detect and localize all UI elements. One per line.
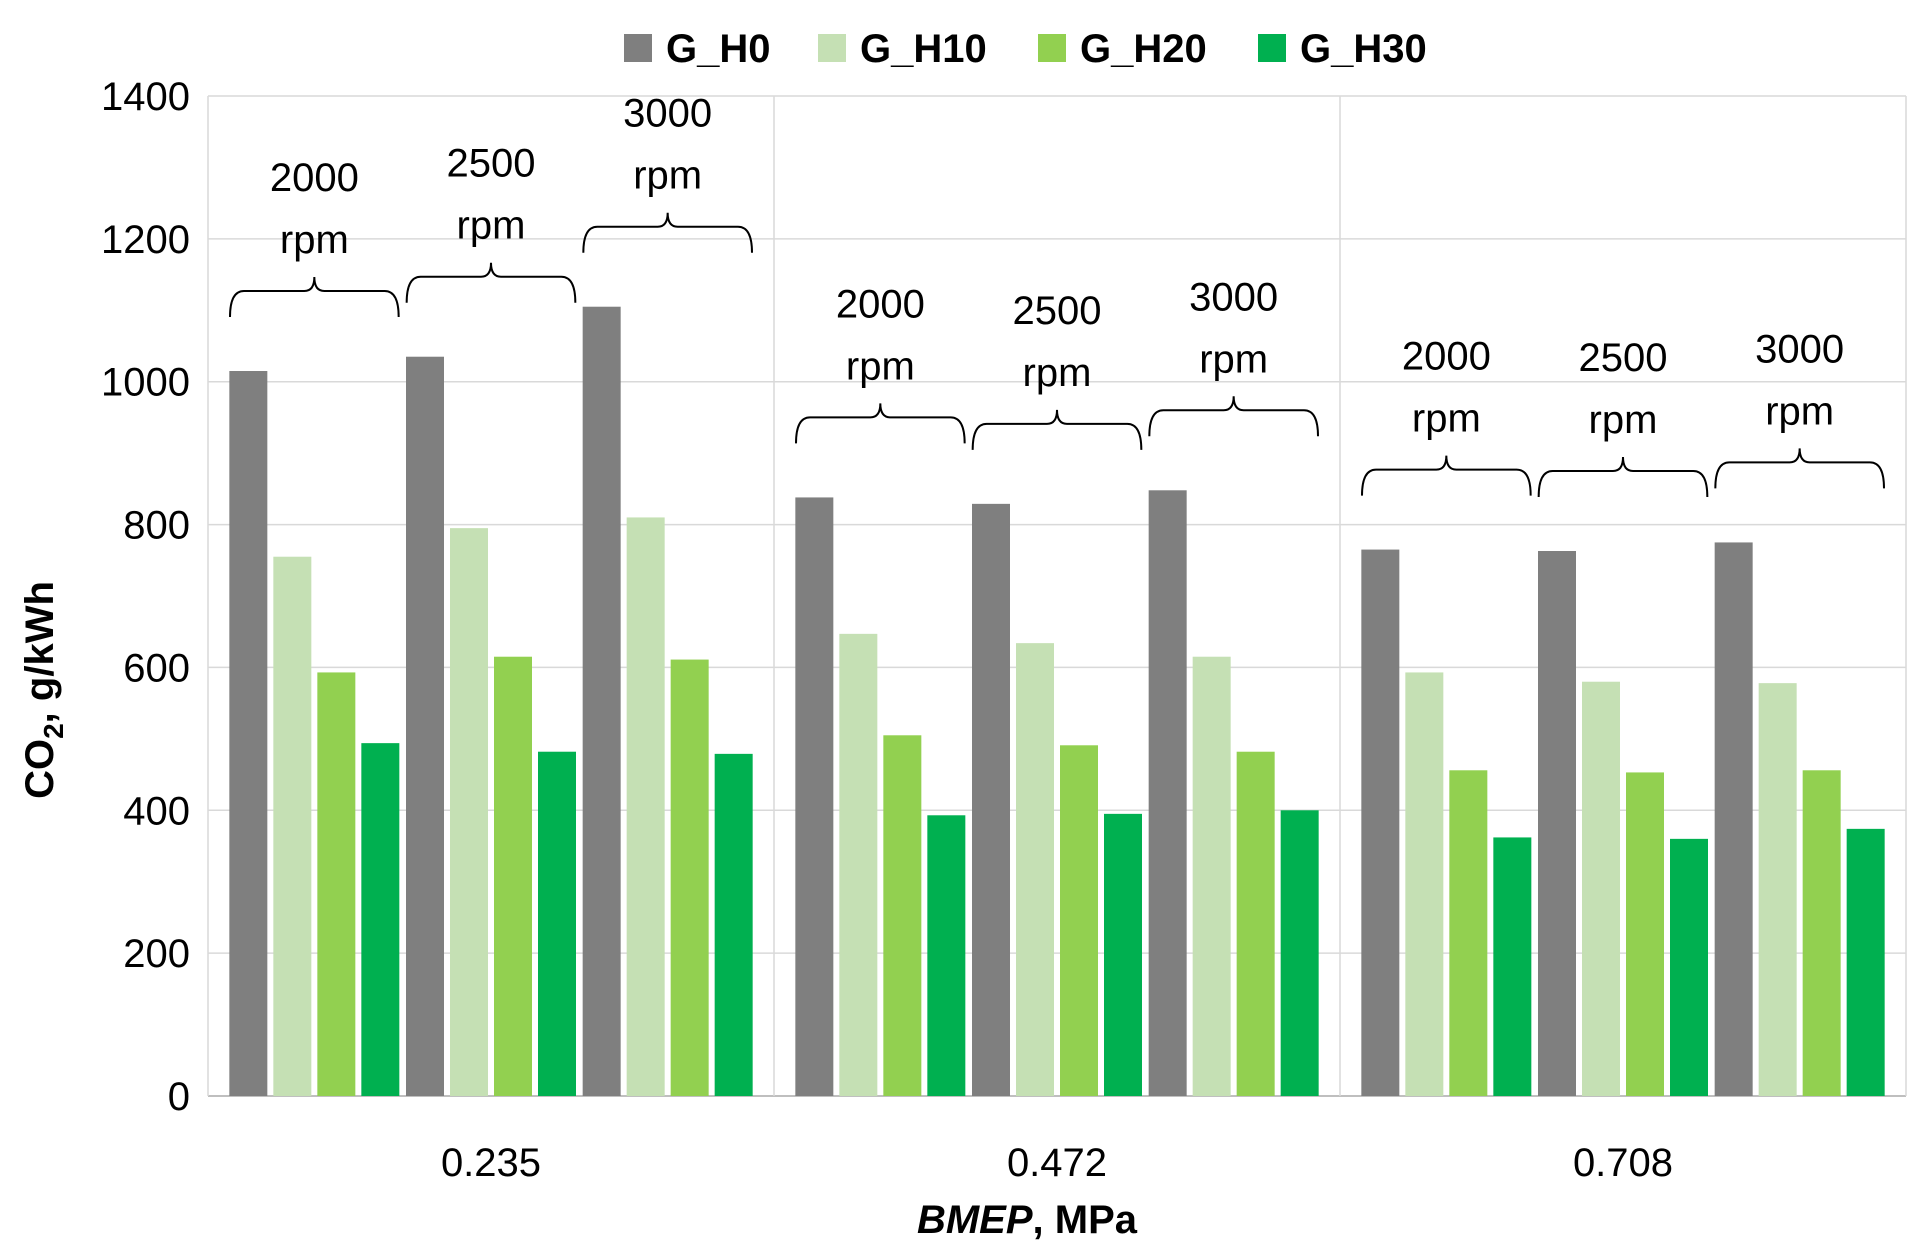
y-tick-label: 1400 xyxy=(101,75,190,119)
y-axis-title-rest: , g/kWh xyxy=(18,581,62,723)
subgroup-brace xyxy=(1714,448,1885,489)
x-axis-title: BMEP, MPa xyxy=(917,1198,1138,1242)
bar-g-h0 xyxy=(229,371,268,1096)
bar-g-h0 xyxy=(1714,542,1753,1096)
rpm-unit-label: rpm xyxy=(1589,398,1658,442)
x-axis-title-rest: , MPa xyxy=(1033,1198,1138,1242)
bar-g-h20 xyxy=(1626,772,1664,1096)
bar-g-h30 xyxy=(1670,838,1708,1096)
bar-g-h20 xyxy=(494,656,532,1096)
subgroup-brace xyxy=(405,262,577,303)
rpm-value-label: 2000 xyxy=(836,282,925,326)
rpm-unit-label: rpm xyxy=(457,204,526,248)
y-tick-label: 200 xyxy=(123,932,190,976)
rpm-value-label: 3000 xyxy=(623,92,712,136)
x-category-label: 0.708 xyxy=(1573,1141,1673,1185)
rpm-unit-label: rpm xyxy=(633,154,702,198)
bar-g-h0 xyxy=(582,306,621,1096)
rpm-unit-label: rpm xyxy=(846,344,915,388)
subgroup-brace xyxy=(1361,455,1532,496)
bar-layer xyxy=(229,306,1885,1096)
grid-layer xyxy=(207,95,1907,1097)
bar-g-h10 xyxy=(1016,643,1054,1096)
y-tick-label: 400 xyxy=(123,789,190,833)
bar-g-h10 xyxy=(1758,683,1797,1096)
x-axis-title-italic: BMEP xyxy=(917,1198,1033,1242)
bar-g-h10 xyxy=(273,556,312,1096)
rpm-value-label: 2500 xyxy=(1579,336,1668,380)
rpm-value-label: 2500 xyxy=(447,142,536,186)
bar-g-h10 xyxy=(1192,656,1231,1096)
bar-g-h0 xyxy=(1538,551,1576,1096)
bar-g-h20 xyxy=(317,672,356,1096)
bar-g-h0 xyxy=(1148,490,1187,1096)
bar-g-h20 xyxy=(1802,770,1841,1096)
legend-swatch xyxy=(818,34,846,62)
bar-g-h20 xyxy=(670,659,709,1096)
x-category-label: 0.235 xyxy=(441,1141,541,1185)
bar-g-h30 xyxy=(1846,828,1885,1096)
rpm-value-label: 2000 xyxy=(1402,335,1491,379)
bar-g-h30 xyxy=(1280,810,1319,1096)
bar-g-h30 xyxy=(1104,813,1142,1096)
rpm-unit-label: rpm xyxy=(280,218,349,262)
bar-g-h10 xyxy=(1405,672,1444,1096)
bar-g-h0 xyxy=(1361,549,1400,1096)
bar-g-h0 xyxy=(406,356,444,1096)
legend-swatch xyxy=(1038,34,1066,62)
subgroup-brace xyxy=(1148,396,1319,437)
bar-g-h20 xyxy=(883,735,922,1096)
bar-g-h30 xyxy=(1493,837,1532,1096)
bar-g-h20 xyxy=(1060,745,1098,1096)
rpm-unit-label: rpm xyxy=(1412,397,1481,441)
rpm-value-label: 3000 xyxy=(1189,275,1278,319)
subgroup-brace xyxy=(1537,456,1709,498)
y-axis-title-main: CO xyxy=(18,739,62,799)
bar-g-h20 xyxy=(1236,751,1275,1096)
legend-label: G_H10 xyxy=(860,27,987,71)
bar-g-h30 xyxy=(361,743,400,1096)
y-tick-label: 800 xyxy=(123,504,190,548)
x-category-label: 0.472 xyxy=(1007,1141,1107,1185)
y-tick-label: 0 xyxy=(168,1075,190,1119)
legend-swatch xyxy=(624,34,652,62)
subgroup-brace xyxy=(795,403,966,444)
subgroup-brace xyxy=(229,276,400,318)
rpm-value-label: 3000 xyxy=(1755,327,1844,371)
rpm-value-label: 2000 xyxy=(270,156,359,200)
y-axis-title-subscript: 2 xyxy=(38,723,69,739)
y-tick-label: 1000 xyxy=(101,361,190,405)
rpm-unit-label: rpm xyxy=(1765,389,1834,433)
subgroup-brace xyxy=(582,212,753,253)
bar-g-h30 xyxy=(927,815,966,1096)
y-axis-title: CO2, g/kWh xyxy=(18,581,69,799)
bar-g-h10 xyxy=(450,528,488,1096)
label-layer: 0 200 400 600 800 1000 1200 1400 2000 rpm 2500 rpm 3… xyxy=(101,75,1844,1185)
subgroup-brace xyxy=(971,409,1143,450)
y-tick-label: 600 xyxy=(123,646,190,690)
bar-g-h0 xyxy=(972,503,1010,1096)
bar-g-h10 xyxy=(839,633,878,1096)
y-tick-label: 1200 xyxy=(101,218,190,262)
rpm-unit-label: rpm xyxy=(1023,351,1092,395)
rpm-unit-label: rpm xyxy=(1199,337,1268,381)
legend-swatch xyxy=(1258,34,1286,62)
bar-g-h30 xyxy=(538,751,576,1096)
rpm-value-label: 2500 xyxy=(1013,289,1102,333)
bar-g-h0 xyxy=(795,497,834,1096)
legend-label: G_H30 xyxy=(1300,27,1427,71)
legend-label: G_H20 xyxy=(1080,27,1207,71)
bar-g-h10 xyxy=(1582,681,1620,1096)
bar-g-h20 xyxy=(1449,770,1488,1096)
bar-g-h10 xyxy=(626,517,665,1096)
legend-label: G_H0 xyxy=(666,27,771,71)
bar-g-h30 xyxy=(714,753,753,1096)
legend: G_H0 G_H10 G_H20 G_H30 xyxy=(624,27,1427,71)
